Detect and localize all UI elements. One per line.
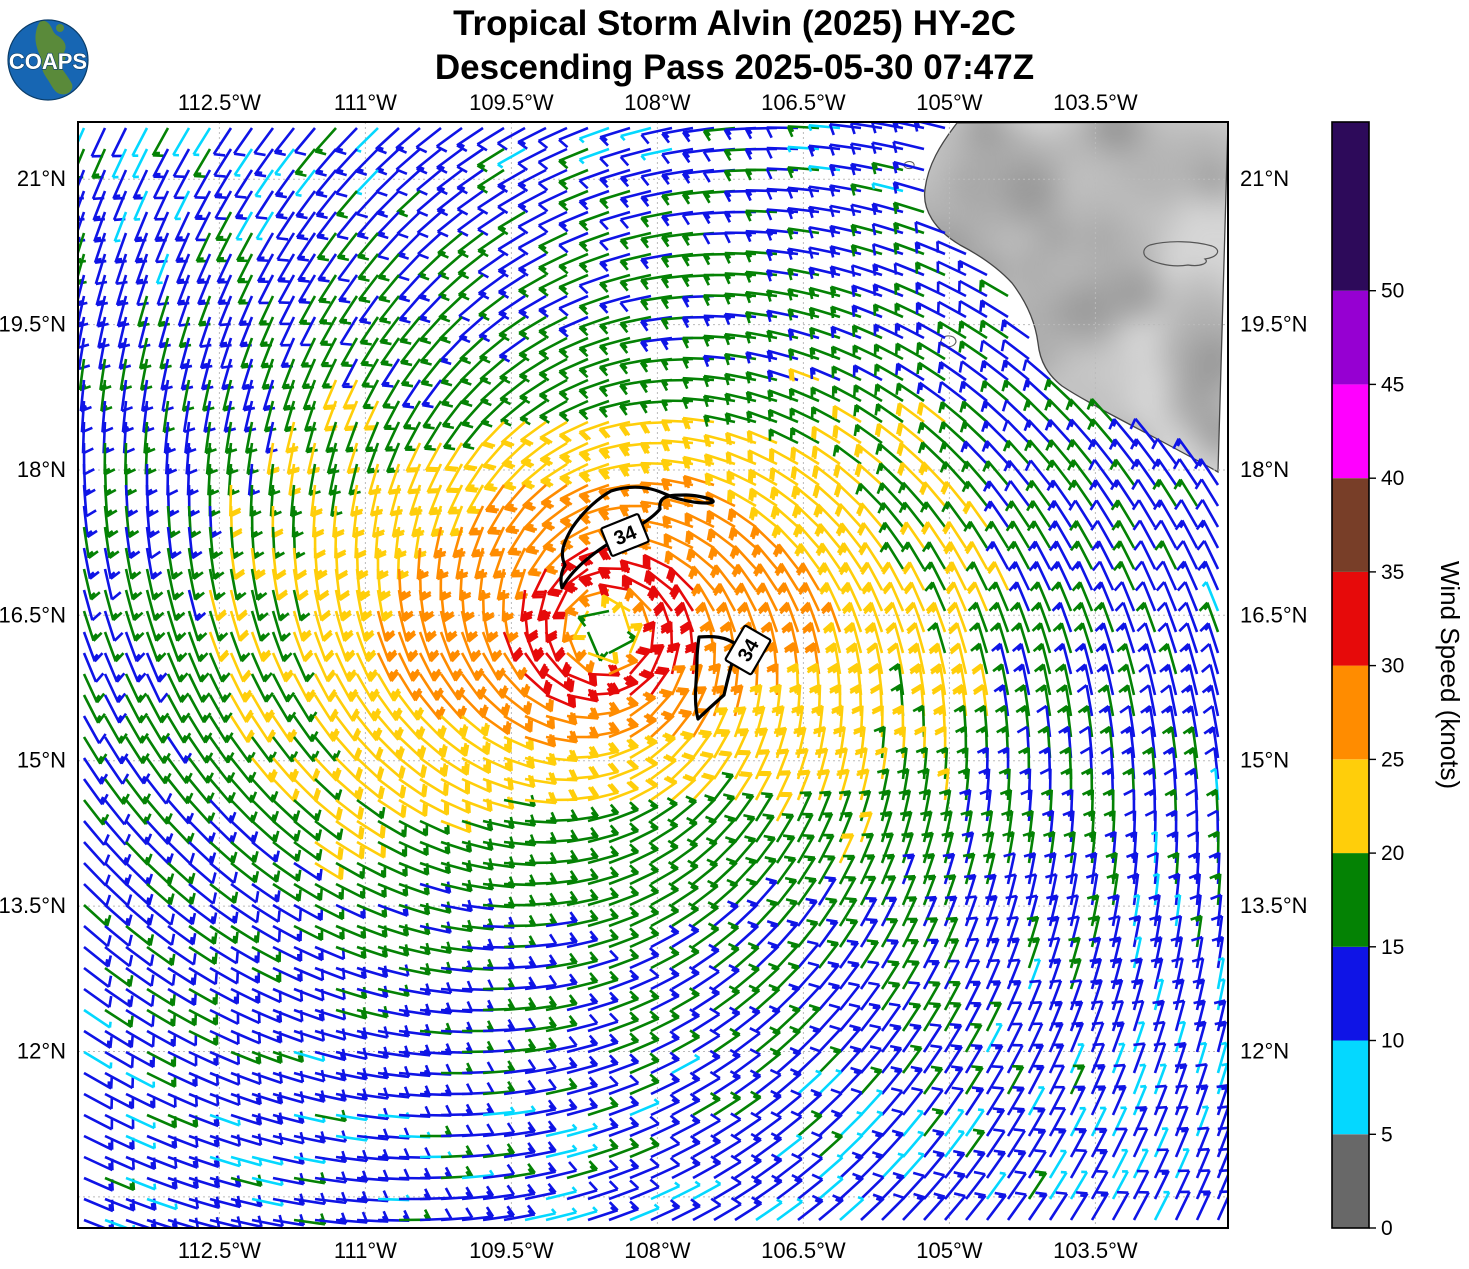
svg-text:16.5°N: 16.5°N — [0, 602, 66, 627]
svg-text:106.5°W: 106.5°W — [761, 1238, 846, 1263]
svg-text:15°N: 15°N — [17, 748, 66, 773]
svg-text:103.5°W: 103.5°W — [1053, 90, 1138, 115]
svg-text:111°W: 111°W — [334, 90, 397, 115]
svg-text:Wind Speed (knots): Wind Speed (knots) — [1435, 561, 1465, 789]
svg-text:12°N: 12°N — [1240, 1039, 1289, 1064]
svg-text:15: 15 — [1381, 936, 1404, 959]
svg-text:30: 30 — [1381, 655, 1404, 678]
svg-text:21°N: 21°N — [17, 166, 66, 191]
svg-text:COAPS: COAPS — [9, 49, 87, 74]
svg-text:Descending Pass 2025-05-30 07:: Descending Pass 2025-05-30 07:47Z — [435, 48, 1034, 87]
svg-text:105°W: 105°W — [916, 90, 983, 115]
svg-text:12°N: 12°N — [17, 1039, 66, 1064]
svg-text:112.5°W: 112.5°W — [178, 90, 261, 115]
svg-text:103.5°W: 103.5°W — [1053, 1238, 1138, 1263]
svg-text:18°N: 18°N — [17, 457, 66, 482]
svg-text:20: 20 — [1381, 842, 1404, 865]
svg-text:109.5°W: 109.5°W — [469, 1238, 554, 1263]
svg-text:45: 45 — [1381, 373, 1404, 396]
svg-text:15°N: 15°N — [1240, 748, 1289, 773]
svg-text:109.5°W: 109.5°W — [469, 90, 554, 115]
svg-text:13.5°N: 13.5°N — [1240, 893, 1308, 918]
svg-text:18°N: 18°N — [1240, 457, 1289, 482]
svg-text:106.5°W: 106.5°W — [761, 90, 846, 115]
svg-text:5: 5 — [1381, 1123, 1393, 1146]
svg-text:10: 10 — [1381, 1030, 1404, 1053]
svg-text:21°N: 21°N — [1240, 166, 1289, 191]
svg-text:111°W: 111°W — [334, 1238, 397, 1263]
svg-text:35: 35 — [1381, 561, 1404, 584]
svg-text:19.5°N: 19.5°N — [1240, 312, 1308, 337]
svg-text:108°W: 108°W — [624, 1238, 691, 1263]
svg-text:16.5°N: 16.5°N — [1240, 602, 1308, 627]
svg-text:40: 40 — [1381, 467, 1404, 490]
svg-text:25: 25 — [1381, 748, 1404, 771]
svg-text:Tropical Storm Alvin (2025) HY: Tropical Storm Alvin (2025) HY-2C — [453, 4, 1016, 43]
svg-text:105°W: 105°W — [916, 1238, 983, 1263]
svg-text:0: 0 — [1381, 1217, 1393, 1240]
svg-text:108°W: 108°W — [624, 90, 691, 115]
svg-text:19.5°N: 19.5°N — [0, 312, 66, 337]
svg-text:50: 50 — [1381, 280, 1404, 303]
svg-text:112.5°W: 112.5°W — [178, 1238, 261, 1263]
svg-text:13.5°N: 13.5°N — [0, 893, 66, 918]
